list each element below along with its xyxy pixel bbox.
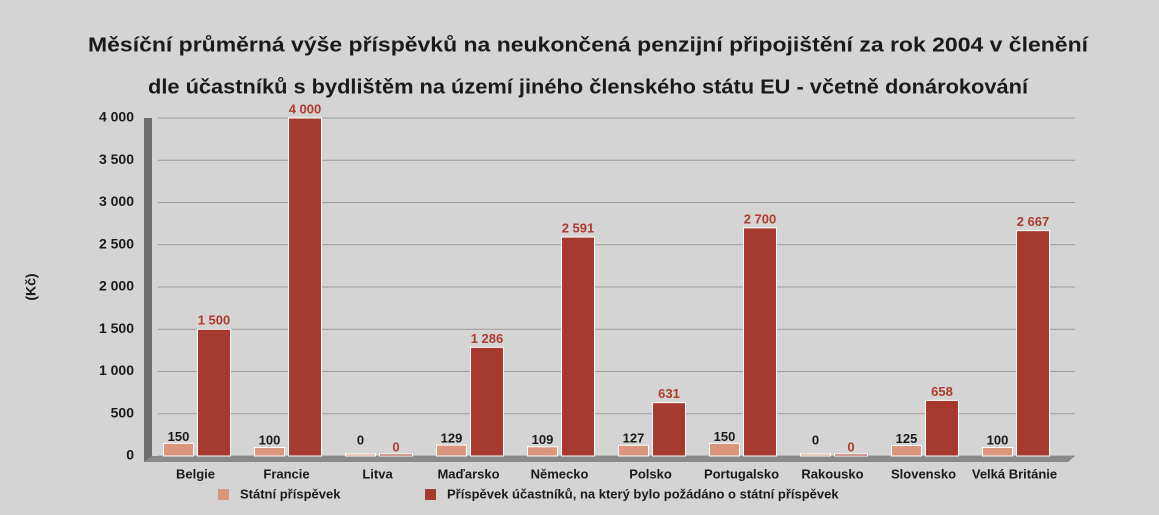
value-label: 1 500 [198, 313, 231, 328]
y-tick-label: 1 500 [99, 320, 134, 336]
bar [743, 227, 777, 457]
bar [800, 453, 831, 457]
value-label: 129 [441, 431, 463, 446]
y-tick-label: 3 000 [99, 193, 134, 209]
y-tick-label: 1 000 [99, 362, 134, 378]
y-tick-label: 2 500 [99, 235, 134, 251]
bar [470, 346, 504, 457]
x-tick-label: Slovensko [891, 466, 956, 481]
value-label: 0 [357, 432, 364, 447]
x-tick-label: Německo [531, 466, 589, 481]
x-tick-label: Portugalsko [704, 466, 779, 481]
value-label: 0 [847, 439, 854, 454]
x-tick-label: Maďarsko [437, 466, 499, 481]
bar [891, 444, 922, 457]
value-label: 4 000 [289, 101, 322, 116]
value-label: 2 700 [744, 211, 777, 226]
x-tick-label: Rakousko [801, 466, 863, 481]
bar [834, 453, 868, 457]
bar [288, 117, 322, 457]
bar [163, 442, 194, 457]
y-tick-label: 2 000 [99, 278, 134, 294]
bar [561, 236, 595, 457]
bar [1016, 230, 1050, 457]
value-label: 2 591 [562, 220, 595, 235]
value-label: 658 [931, 384, 953, 399]
chart-title: dle účastníků s bydlištěm na území jinéh… [148, 76, 1030, 98]
bar [436, 444, 467, 457]
value-label: 2 667 [1017, 214, 1050, 229]
value-label: 631 [658, 386, 680, 401]
legend-label: Státní příspěvek [240, 486, 341, 501]
bar [925, 399, 959, 457]
chart-title: Měsíční průměrná výše příspěvků na neuko… [88, 34, 1090, 56]
value-label: 109 [532, 432, 554, 447]
value-label: 0 [812, 432, 819, 447]
bar [379, 453, 413, 457]
y-tick-label: 3 500 [99, 151, 134, 167]
axis-wall [144, 118, 152, 462]
y-tick-label: 4 000 [99, 109, 134, 125]
x-tick-label: Litva [362, 466, 393, 481]
value-label: 125 [896, 431, 918, 446]
x-tick-label: Velká Británie [972, 466, 1057, 481]
bar [254, 447, 285, 457]
legend-swatch [218, 489, 229, 500]
bar [709, 442, 740, 457]
bar [652, 402, 686, 457]
x-tick-label: Belgie [176, 466, 215, 481]
y-axis-label: (Kč) [23, 273, 39, 300]
axis-floor [144, 456, 1075, 462]
value-label: 1 286 [471, 331, 504, 346]
value-label: 127 [623, 431, 645, 446]
x-tick-label: Polsko [629, 466, 672, 481]
y-tick-label: 0 [126, 447, 134, 463]
bar [345, 453, 376, 457]
y-tick-label: 500 [111, 404, 135, 420]
bar [982, 447, 1013, 457]
value-label: 150 [168, 429, 190, 444]
bar [527, 446, 558, 457]
value-label: 150 [714, 429, 736, 444]
value-label: 0 [392, 439, 399, 454]
bar [197, 328, 231, 457]
legend-swatch [425, 489, 436, 500]
value-label: 100 [259, 432, 281, 447]
legend-label: Příspěvek účastníků, na který bylo požád… [447, 486, 839, 501]
x-tick-label: Francie [263, 466, 309, 481]
value-label: 100 [987, 432, 1009, 447]
bar [618, 444, 649, 457]
